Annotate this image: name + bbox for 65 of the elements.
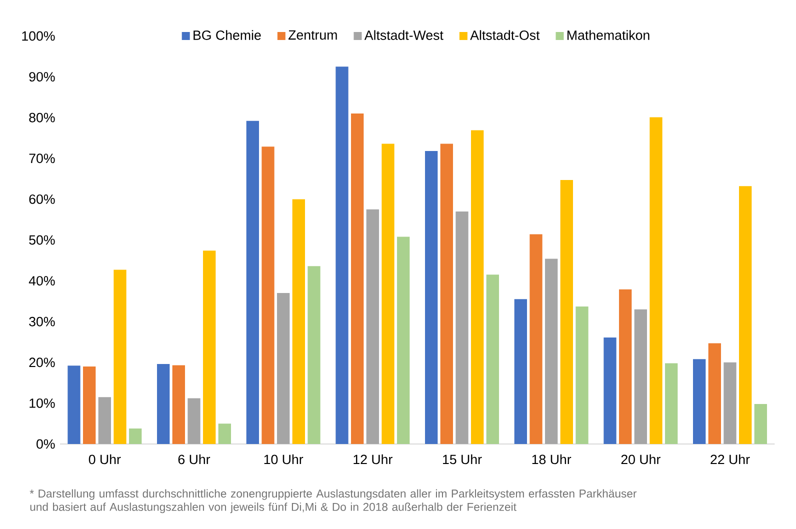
bar (456, 211, 468, 444)
bar (98, 397, 112, 444)
bar (308, 266, 320, 444)
bar (634, 309, 648, 444)
bar (560, 180, 574, 444)
bar (486, 274, 500, 444)
bar (172, 365, 186, 444)
bar (440, 144, 454, 444)
bar (724, 362, 736, 444)
bar (382, 144, 394, 444)
y-tick-label: 40% (28, 276, 55, 286)
x-tick-label: 10 Uhr (264, 454, 304, 464)
x-tick-label: 18 Uhr (532, 454, 572, 464)
bar (292, 199, 306, 444)
y-tick-label: 50% (29, 235, 55, 245)
bar (68, 366, 80, 444)
legend-label: Altstadt-West (364, 30, 444, 40)
bar (693, 359, 706, 444)
bar (708, 343, 722, 444)
x-tick-label: 0 Uhr (88, 454, 121, 464)
text: * Darstellung umfasst durchschnittliche zonengruppierte Auslastungsdaten aller im Parkleitsystem erfassten Parkhäuser und basiert auf Auslastungszahlen von jeweils fünf Di,Mi & Do in 2018 außerhalb der Ferienzeit (30, 489, 637, 514)
x-tick-label: 15 Uhr (443, 454, 482, 464)
legend-label: Zentrum (288, 30, 337, 40)
bar (366, 209, 380, 444)
bar (262, 146, 274, 444)
bar (351, 114, 364, 444)
y-tick-label: 10% (30, 398, 55, 408)
bar (218, 424, 232, 444)
bar (545, 258, 558, 444)
y-tick-label: 0% (36, 439, 55, 449)
x-tick-label: 6 Uhr (178, 454, 210, 464)
bar (530, 234, 542, 444)
bar (425, 151, 438, 444)
y-tick-label: 20% (29, 358, 55, 368)
y-tick-label: 90% (29, 72, 55, 82)
y-tick-label: 80% (29, 112, 55, 122)
y-tick-label: 60% (29, 194, 55, 204)
bar (514, 299, 528, 444)
y-tick-label: 70% (29, 154, 55, 164)
bar (83, 366, 96, 444)
x-tick-label: 12 Uhr (354, 454, 392, 464)
legend-label: Altstadt-Ost (470, 30, 540, 40)
bar (619, 289, 632, 444)
legend-label: Mathematikon (568, 30, 650, 40)
bar (739, 186, 752, 444)
y-tick-label: 100% (22, 31, 55, 41)
bar (754, 404, 768, 444)
x-tick-label: 22 Uhr (710, 454, 750, 464)
bar (665, 363, 678, 444)
bar (604, 338, 616, 444)
bar (471, 130, 484, 444)
y-tick-label: 30% (29, 316, 55, 326)
bar (157, 364, 170, 444)
legend-label: BG Chemie (194, 30, 261, 40)
bar (397, 236, 410, 444)
x-tick-label: 20 Uhr (621, 454, 660, 464)
bar (129, 428, 142, 444)
bar (114, 270, 126, 444)
bar (188, 398, 200, 444)
bar (277, 293, 290, 444)
bar (336, 66, 348, 444)
bar (203, 250, 216, 444)
bar (650, 117, 662, 444)
bar (576, 306, 588, 444)
bar (246, 120, 260, 444)
